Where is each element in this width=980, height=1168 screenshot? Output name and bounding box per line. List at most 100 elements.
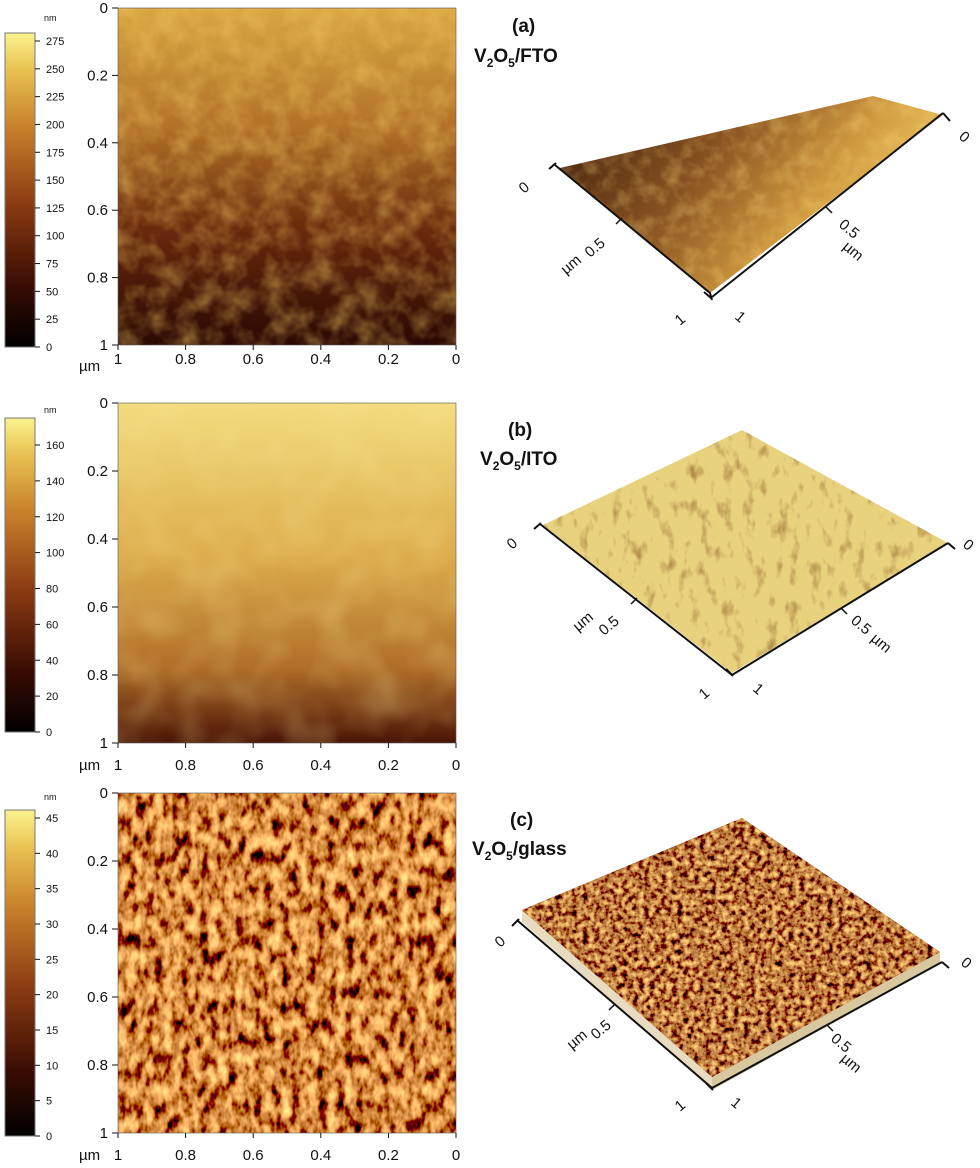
panel-c-label: (c) [510,810,533,831]
colorbar-b-tick: 20 [46,691,58,703]
panel-c-title-sub1: 2 [485,849,492,863]
iso-a-unit-right: µm [839,238,866,265]
colorbar-a-tick: 225 [46,92,64,104]
map-c-xtick: 0.2 [378,1147,399,1164]
colorbar-b-tick: 120 [46,512,64,524]
colorbar-b-bar [4,417,36,733]
iso-a-corner-bottom-left: 1 [672,311,689,329]
iso-b-corner-right: 0 [959,536,976,554]
panel-a-label: (a) [512,16,535,37]
map-a-xtick: 0.4 [310,351,331,368]
colorbar-c-tick: 45 [46,813,58,825]
colorbar-a-tick: 150 [46,175,64,187]
iso-c-corner-left: 0 [492,933,509,951]
map-c-ytick: 1 [100,1125,108,1142]
panel-a-title-post: /FTO [515,46,558,67]
colorbar-a-tick: 175 [46,147,64,159]
panel-b-title-sub2: 5 [514,459,521,473]
height-map-b [117,402,457,744]
colorbar-c: nm 45 40 35 30 25 20 15 10 5 0 [4,792,58,1143]
map-c-xtick: 0.4 [310,1147,331,1164]
x-unit-b: µm [79,757,100,774]
colorbar-b-tick: 60 [46,619,58,631]
x-unit-a: µm [79,358,100,375]
panel-a-title-sub2: 5 [508,56,515,70]
iso-c-corner-bottom-left: 1 [672,1097,689,1115]
colorbar-c-tick: 10 [46,1060,58,1072]
panel-b-title-post: /ITO [521,449,558,470]
map-c-ytick: 0.8 [87,1057,108,1074]
panel-b-title: V2O5/ITO [480,449,557,473]
map-b-xtick: 1 [114,757,122,774]
colorbar-b-tick: 100 [46,548,64,560]
iso-b-unit-left: µm [570,608,597,635]
panel-c-title-v: V [472,839,485,860]
map-a-ytick: 0.8 [87,270,108,287]
map-b-xtick: 0.4 [310,757,331,774]
iso-b-mid-right: 0.5 [847,612,874,638]
colorbar-a-tick: 100 [46,231,64,243]
surface-3d-a: 0 0 1 1 0.5 0.5 µm µm [516,96,973,329]
colorbar-c-tick: 15 [46,1025,58,1037]
iso-b-corner-bottom-left: 1 [696,685,713,703]
map-b-xtick: 0.6 [243,757,264,774]
colorbar-a-tick: 50 [46,286,58,298]
panel-c-title-post: /glass [513,839,567,860]
map-a-xtick: 0.8 [175,351,196,368]
x-unit-c: µm [79,1147,100,1164]
map-c-ytick: 0.2 [87,853,108,870]
iso-c-corner-right: 0 [957,954,974,972]
colorbar-a-unit: nm [44,13,57,23]
colorbar-a-tick: 275 [46,36,64,48]
map-a-ytick: 0.6 [87,202,108,219]
map-b-xtick: 0 [452,757,460,774]
colorbar-c-tick: 30 [46,919,58,931]
map-b-ytick: 0.4 [87,531,108,548]
iso-b-unit-right: µm [867,630,894,657]
panel-a-title: V2O5/FTO [474,46,558,70]
iso-a-corner-left: 0 [516,179,533,197]
colorbar-b-tick: 40 [46,655,58,667]
map-b-ytick: 0.6 [87,599,108,616]
map-c-xtick: 0.8 [175,1147,196,1164]
iso-b-corner-bottom-right: 1 [749,680,766,698]
map-b-xtick: 0.2 [378,757,399,774]
panel-c-title: V2O5/glass [472,839,567,863]
map-b-ytick: 0.2 [87,463,108,480]
map-b-ytick: 0.8 [87,667,108,684]
colorbar-b: nm 160 140 120 100 80 60 40 20 0 [4,405,64,739]
panel-b-title-sub1: 2 [493,459,500,473]
panel-a-title-sub1: 2 [487,56,494,70]
colorbar-a-bar [4,32,36,348]
map-c-ytick: 0.6 [87,989,108,1006]
colorbar-a-tick: 75 [46,259,58,271]
map-a-xtick: 0.2 [378,351,399,368]
colorbar-b-unit: nm [44,405,57,415]
colorbar-a-tick: 0 [46,342,52,354]
iso-b-corner-left: 0 [504,535,521,553]
colorbar-b-tick: 0 [46,727,52,739]
map-a-xtick: 0.6 [243,351,264,368]
iso-a-unit-left: µm [558,251,585,278]
colorbar-c-tick: 5 [46,1096,52,1108]
colorbar-a-tick: 25 [46,314,58,326]
iso-c-corner-bottom-right: 1 [727,1094,744,1112]
map-c-xtick: 0 [452,1147,460,1164]
map-a-xtick: 1 [114,351,122,368]
colorbar-c-tick: 0 [46,1131,52,1143]
colorbar-b-tick: 80 [46,584,58,596]
map-c-xtick: 0.6 [243,1147,264,1164]
iso-a-corner-right: 0 [955,128,972,146]
colorbar-a-tick: 250 [46,64,64,76]
colorbar-c-unit: nm [44,792,57,802]
panel-b-title-o: O [499,449,514,470]
colorbar-c-tick: 35 [46,884,58,896]
map-b-ytick: 0 [100,395,108,412]
iso-a-mid-left: 0.5 [582,235,609,261]
map-a-ytick: 0 [100,0,108,17]
panel-a-title-v: V [474,46,487,67]
